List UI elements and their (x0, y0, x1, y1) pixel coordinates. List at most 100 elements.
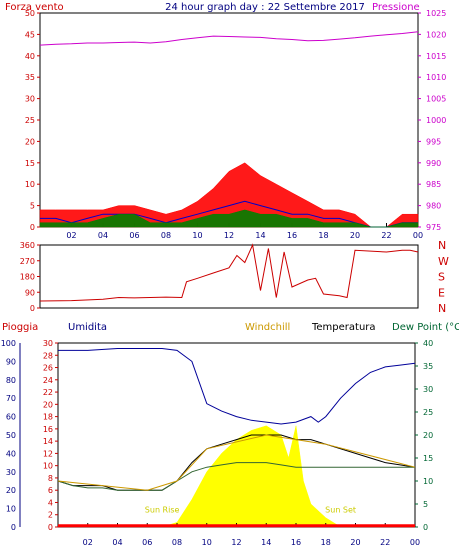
series-Windchill (57, 434, 416, 491)
x-tick-label: 10 (202, 538, 212, 547)
y-tick-label: 50 (25, 9, 35, 18)
rain-tick-label: 0 (48, 523, 53, 532)
humidity-tick-label: 100 (1, 339, 16, 348)
humidity-tick-label: 90 (6, 357, 16, 366)
rain-tick-label: 30 (43, 339, 53, 348)
x-tick-label: 20 (350, 231, 360, 240)
y-tick-label: 180 (20, 273, 35, 282)
series-Dew Point (57, 462, 415, 491)
series-vento (39, 209, 419, 228)
rain-tick-label: 26 (43, 364, 53, 373)
rain-tick-label: 12 (43, 449, 53, 458)
y-tick-label: 10 (25, 180, 35, 189)
x-tick-label: 06 (142, 538, 152, 547)
rain-axis-label: Pioggia (2, 322, 38, 333)
series-Umidita (58, 348, 416, 425)
compass-label: W (438, 255, 449, 268)
x-tick-label: 16 (287, 231, 297, 240)
x-tick-label: 16 (291, 538, 301, 547)
y-tick-label: 90 (25, 288, 35, 297)
humidity-tick-label: 40 (6, 449, 16, 458)
wind-axis-label: Forza vento (5, 2, 64, 13)
y-tick-label: 0 (30, 223, 35, 232)
x-tick-label: 14 (261, 538, 271, 547)
x-tick-label: 08 (172, 538, 182, 547)
y2-tick-label: 995 (426, 137, 441, 146)
humidity-tick-label: 60 (6, 413, 16, 422)
x-tick-label: 12 (224, 231, 234, 240)
x-tick-label: 22 (381, 231, 391, 240)
y-tick-label: 25 (25, 116, 35, 125)
temperature-label: Temperatura (311, 322, 376, 333)
y-tick-label: 5 (30, 202, 35, 211)
series-direzione (39, 243, 419, 302)
chart-title: 24 hour graph day : 22 Settembre 2017 (165, 2, 365, 13)
humidity-tick-label: 0 (11, 523, 16, 532)
y2-tick-label: 980 (426, 202, 441, 211)
compass-label: N (438, 302, 446, 315)
compass-label: N (438, 239, 446, 252)
temp-tick-label: 10 (423, 477, 433, 486)
dewpoint-label: Dew Point (°C (392, 322, 459, 333)
x-tick-label: 10 (192, 231, 202, 240)
temp-tick-label: 35 (423, 362, 433, 371)
compass-label: S (438, 271, 445, 284)
y-tick-label: 15 (25, 159, 35, 168)
humidity-tick-label: 20 (6, 486, 16, 495)
temp-tick-label: 25 (423, 408, 433, 417)
temp-tick-label: 40 (423, 339, 433, 348)
x-tick-label: 00 (413, 231, 423, 240)
humidity-tick-label: 30 (6, 468, 16, 477)
y-tick-label: 30 (25, 95, 35, 104)
x-tick-label: 06 (129, 231, 139, 240)
x-tick-label: 00 (410, 538, 420, 547)
rain-tick-label: 22 (43, 388, 53, 397)
x-tick-label: 20 (350, 538, 360, 547)
humidity-axis-label: Umidita (68, 322, 107, 333)
rain-tick-label: 24 (43, 376, 53, 385)
x-tick-label: 08 (161, 231, 171, 240)
y2-tick-label: 1015 (426, 52, 446, 61)
rain-tick-label: 8 (48, 474, 53, 483)
y-tick-label: 40 (25, 52, 35, 61)
humidity-tick-label: 10 (6, 505, 16, 514)
y2-tick-label: 990 (426, 159, 441, 168)
humidity-tick-label: 50 (6, 431, 16, 440)
sunrise-annotation: Sun Rise (145, 505, 180, 514)
sunset-annotation: Sun Set (325, 505, 356, 514)
temp-humidity-panel: 0102030405060708090100024681012141618202… (1, 339, 433, 547)
pressure-axis-label: Pressione (372, 2, 420, 13)
temp-tick-label: 30 (423, 385, 433, 394)
x-tick-label: 12 (231, 538, 241, 547)
series-Pressione (39, 31, 419, 46)
rain-tick-label: 20 (43, 400, 53, 409)
humidity-tick-label: 70 (6, 394, 16, 403)
x-tick-label: 18 (318, 231, 328, 240)
y2-tick-label: 1020 (426, 30, 446, 39)
temp-tick-label: 0 (423, 523, 428, 532)
series-raffiche (39, 162, 419, 228)
y2-tick-label: 1010 (426, 73, 446, 82)
x-tick-label: 18 (321, 538, 331, 547)
rain-tick-label: 10 (43, 462, 53, 471)
temp-tick-label: 5 (423, 500, 428, 509)
x-tick-label: 02 (66, 231, 76, 240)
series-Radiazione (58, 425, 415, 528)
y2-tick-label: 1005 (426, 95, 446, 104)
y2-tick-label: 1000 (426, 116, 446, 125)
y-tick-label: 360 (20, 241, 35, 250)
rain-tick-label: 16 (43, 425, 53, 434)
x-tick-label: 14 (255, 231, 265, 240)
rain-tick-label: 18 (43, 413, 53, 422)
y-tick-label: 20 (25, 137, 35, 146)
y-tick-label: 35 (25, 73, 35, 82)
rain-tick-label: 14 (43, 437, 53, 446)
x-tick-label: 04 (98, 231, 108, 240)
temp-tick-label: 20 (423, 431, 433, 440)
windchill-label: Windchill (245, 322, 290, 333)
y2-tick-label: 985 (426, 180, 441, 189)
humidity-tick-label: 80 (6, 376, 16, 385)
rain-tick-label: 2 (48, 511, 53, 520)
